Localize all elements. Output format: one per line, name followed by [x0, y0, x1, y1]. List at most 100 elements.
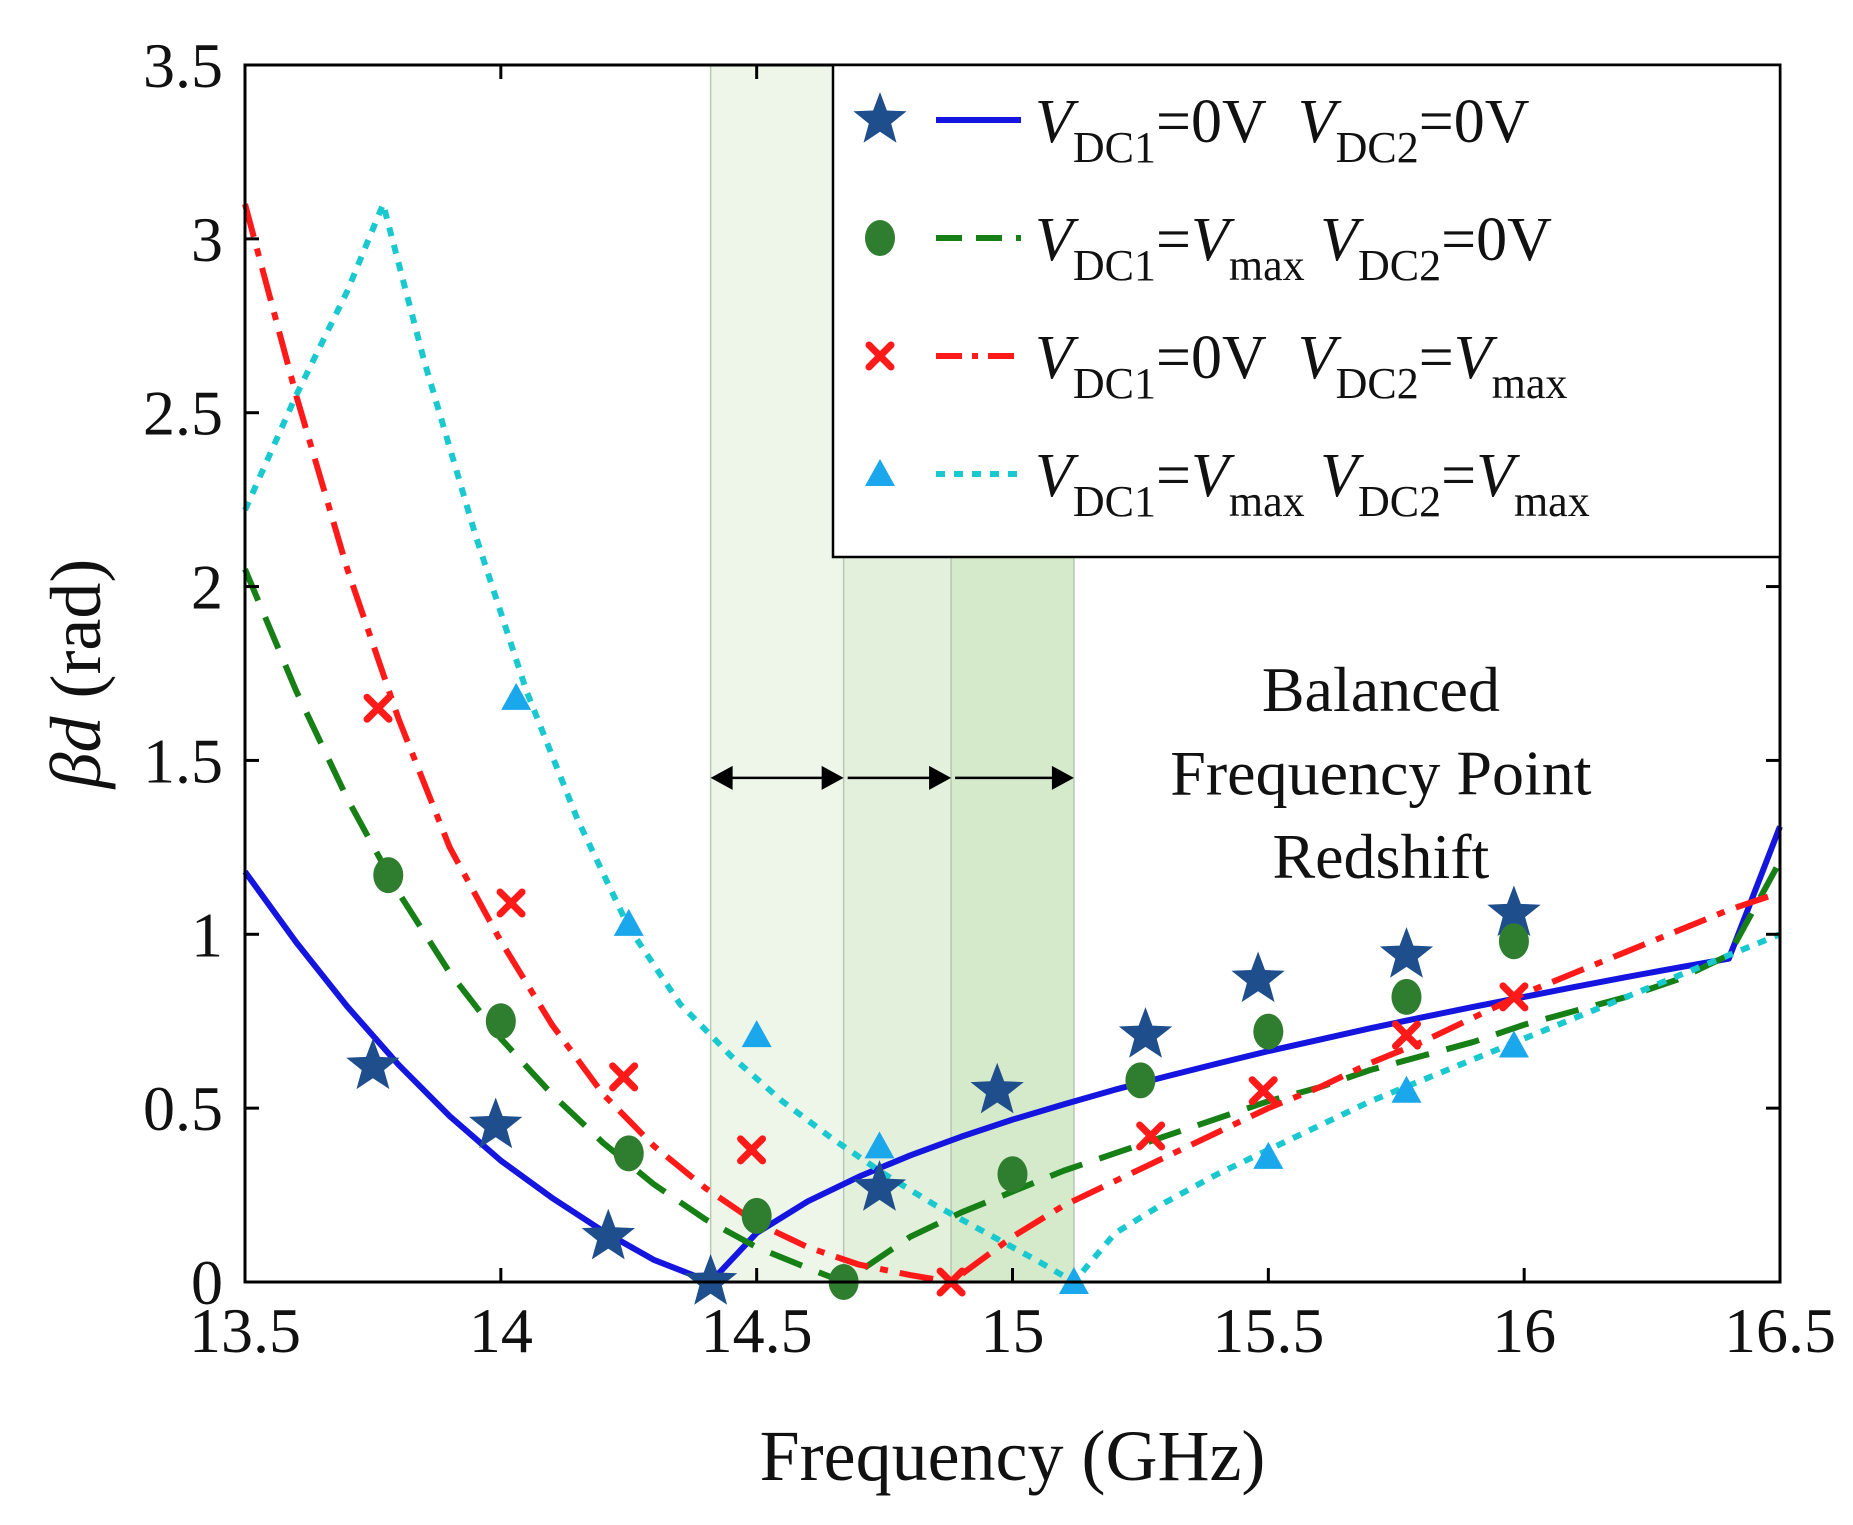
- y-tick-label: 0: [191, 1247, 223, 1318]
- series-markers: [346, 682, 1541, 1305]
- data-point-s2-4: [741, 1197, 772, 1234]
- legend-segment: V: [1298, 324, 1342, 392]
- legend-marker-2: [865, 220, 895, 256]
- arrowhead-left: [710, 765, 733, 790]
- legend-label-3: VDC1=0V VDC2=Vmax: [1035, 324, 1567, 408]
- data-point-s1-5: [852, 1160, 907, 1211]
- data-point-s1-1: [346, 1038, 400, 1090]
- legend-segment: DC1: [1073, 241, 1156, 290]
- legend-marker-4: [865, 459, 895, 486]
- data-point-s3-4: [737, 1135, 767, 1165]
- legend-segment: DC2: [1336, 359, 1419, 408]
- data-point-s2-7: [1125, 1062, 1156, 1099]
- y-tick-label: 2.5: [143, 378, 223, 449]
- data-point-s4-2: [613, 908, 644, 936]
- data-point-s3-9: [1499, 982, 1529, 1012]
- legend-segment: V: [1320, 442, 1364, 510]
- y-tick-label: 1: [191, 899, 223, 970]
- legend-segment: DC2: [1358, 477, 1441, 526]
- legend-segment: V: [1035, 324, 1079, 392]
- x-tick-label: 14.5: [701, 1295, 813, 1366]
- data-point-s4-8: [1498, 1030, 1529, 1058]
- legend-label-1: VDC1=0V VDC2=0V: [1035, 88, 1530, 172]
- data-point-s4-1: [501, 682, 532, 710]
- legend-segment: =: [1441, 442, 1476, 510]
- data-point-s3-6: [1136, 1121, 1166, 1151]
- legend-segment: V: [1298, 88, 1342, 156]
- shaded-band-1: [710, 65, 844, 1282]
- legend-label-4: VDC1=Vmax VDC2=Vmax: [1035, 442, 1590, 526]
- legend-segment: DC1: [1073, 477, 1156, 526]
- arrowhead-right: [929, 765, 952, 790]
- data-point-s4-3: [741, 1020, 772, 1048]
- x-tick-label: 15: [981, 1295, 1045, 1366]
- legend-segment: V: [1320, 206, 1364, 274]
- data-point-s3-1: [363, 693, 393, 723]
- legend-segment: =0V: [1156, 88, 1267, 156]
- annotation-line-2: Frequency Point: [1170, 737, 1592, 808]
- annotation-line-1: Balanced: [1262, 654, 1500, 725]
- legend-segment: =0V: [1441, 206, 1552, 274]
- data-point-s4-6: [1253, 1141, 1284, 1169]
- data-point-s2-6: [997, 1156, 1028, 1193]
- legend-segment: V: [1191, 442, 1235, 510]
- legend-marker-1: [853, 92, 907, 143]
- data-point-s1-8: [1231, 951, 1285, 1003]
- x-tick-label: 15.5: [1212, 1295, 1324, 1366]
- y-axis-title: βd (rad): [36, 559, 116, 791]
- data-point-s2-8: [1253, 1013, 1284, 1050]
- legend-segment: =: [1419, 324, 1454, 392]
- legend-segment: max: [1229, 477, 1305, 526]
- series-line-1: [242, 825, 1783, 1285]
- axes: 13.5 14 14.5 15 15.5 16 16.5 0 0.5 1 1.5 2 2.5 3 3.5: [143, 30, 1836, 1366]
- data-point-s1-3: [581, 1208, 635, 1260]
- x-axis-title: Frequency (GHz): [760, 1416, 1266, 1496]
- legend-segment: max: [1492, 359, 1568, 408]
- data-point-s2-2: [485, 1003, 516, 1040]
- data-point-s4-7: [1391, 1075, 1422, 1103]
- legend-segment: V: [1035, 442, 1079, 510]
- data-point-s1-6: [970, 1062, 1024, 1114]
- y-tick-label: 0.5: [143, 1073, 223, 1144]
- legend-segment: =0V: [1156, 324, 1267, 392]
- legend-segment: V: [1454, 324, 1498, 392]
- data-point-s4-4: [864, 1131, 895, 1159]
- data-point-s2-1: [373, 857, 404, 894]
- x-tick-label: 16.5: [1724, 1295, 1836, 1366]
- legend-label-2: VDC1=Vmax VDC2=0V: [1035, 206, 1552, 290]
- legend-segment: DC2: [1336, 123, 1419, 172]
- data-point-s3-3: [609, 1062, 639, 1092]
- legend-segment: [1267, 88, 1298, 156]
- legend-segment: V: [1035, 88, 1079, 156]
- legend-segment: =: [1156, 442, 1191, 510]
- y-tick-label: 1.5: [143, 725, 223, 796]
- data-point-s3-2: [496, 888, 526, 918]
- legend-segment: [1305, 442, 1321, 510]
- x-tick-label: 14: [469, 1295, 533, 1366]
- legend-segment: max: [1514, 477, 1590, 526]
- legend-segment: V: [1035, 206, 1079, 274]
- data-point-s1-7: [1118, 1007, 1173, 1058]
- data-point-s2-9: [1391, 978, 1422, 1015]
- arrowhead-right: [821, 765, 844, 790]
- data-point-s1-4: [684, 1254, 738, 1305]
- annotation-line-3: Redshift: [1272, 821, 1489, 892]
- legend-segment: V: [1476, 442, 1520, 510]
- x-tick-label: 16: [1492, 1295, 1556, 1366]
- legend-segment: DC1: [1073, 123, 1156, 172]
- data-point-s2-3: [613, 1135, 644, 1172]
- legend-segment: DC1: [1073, 359, 1156, 408]
- data-point-s1-2: [469, 1097, 523, 1149]
- legend-segment: =0V: [1419, 88, 1530, 156]
- legend-segment: max: [1229, 241, 1305, 290]
- data-point-s1-10: [1487, 885, 1541, 937]
- y-tick-label: 3: [191, 204, 223, 275]
- legend-segment: [1267, 324, 1298, 392]
- data-point-s2-10: [1498, 923, 1529, 960]
- data-point-s1-9: [1379, 927, 1434, 978]
- y-axis-unit: (rad): [36, 559, 116, 699]
- y-axis-symbol: βd: [36, 716, 116, 791]
- band-arrows: [710, 765, 1074, 790]
